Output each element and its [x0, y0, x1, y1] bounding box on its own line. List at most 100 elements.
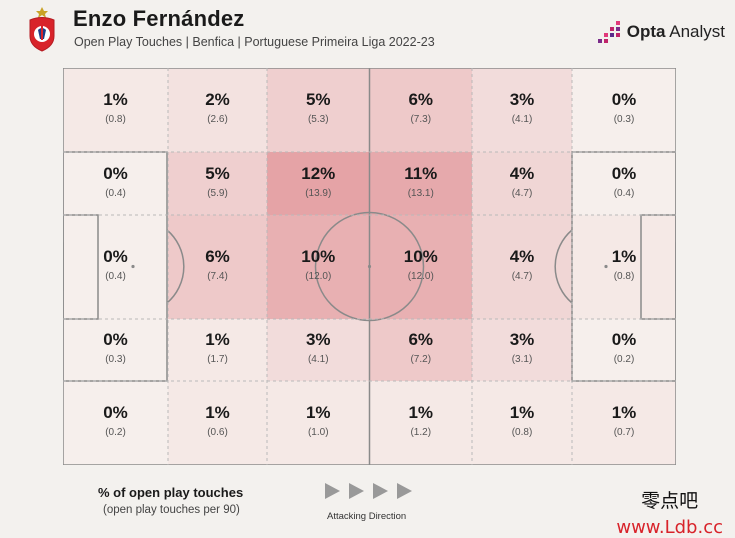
zone-per90: (12.0): [407, 271, 434, 282]
zone-grid: [63, 68, 676, 465]
zone-per90: (0.7): [613, 427, 635, 438]
heat-cell: [168, 152, 267, 215]
zone-percent: 0%: [611, 163, 637, 183]
zone-per90: (7.4): [207, 271, 228, 282]
watermark: 零点吧 www.Ldb.cc: [616, 486, 723, 538]
zone-label: 2% (2.6): [167, 90, 269, 127]
heat-cell: [472, 319, 572, 381]
zone-per90: (0.8): [105, 114, 126, 125]
zone-percent: 6%: [408, 330, 434, 349]
zone-label: 0% (0.3): [573, 90, 675, 127]
zone-per90: (5.9): [207, 187, 228, 199]
zone-label: 4% (4.7): [471, 164, 573, 201]
zone-per90: (0.2): [105, 427, 126, 438]
zone-label: 5% (5.3): [267, 90, 369, 127]
opta-logo-icon: [597, 21, 620, 43]
zone-per90: (7.3): [410, 114, 432, 125]
zone-percent: 1%: [205, 330, 230, 349]
zone-per90: (13.1): [407, 187, 434, 199]
zone-percent: 12%: [301, 163, 336, 183]
zone-label: 10% (12.0): [370, 247, 472, 284]
zone-label: 1% (1.0): [267, 403, 369, 440]
heat-cell: [572, 68, 676, 152]
heat-cell: [369, 381, 472, 465]
heat-cell: [168, 319, 267, 381]
zone-percent: 6%: [205, 247, 230, 266]
zone-label: 4% (4.7): [471, 247, 573, 284]
right-penalty-spot: [604, 264, 608, 269]
zone-percent: 4%: [509, 163, 535, 183]
zone-percent: 0%: [611, 90, 637, 109]
zone-per90: (0.8): [511, 427, 533, 438]
play-arrow-icon: [373, 483, 388, 499]
legend: % of open play touches (open play touche…: [98, 485, 243, 516]
heat-cell: [572, 152, 676, 215]
zone-per90: (0.6): [207, 427, 228, 438]
zone-label: 11% (13.1): [370, 164, 472, 201]
zone-percent: 0%: [103, 330, 128, 349]
zone-per90: (4.1): [511, 114, 533, 125]
zone-percent: 4%: [509, 247, 535, 266]
zone-percent: 0%: [103, 163, 128, 183]
header: Enzo Fernández Open Play Touches | Benfi…: [0, 0, 735, 60]
zone-percent: 1%: [205, 403, 230, 422]
pitch-heatmap: 1% (0.8) 2% (2.6) 5% (5.3) 6% (7.3) 3% (4.1) 0% (0.…: [63, 68, 676, 465]
zone-per90: (1.0): [307, 427, 329, 438]
zone-percent: 1%: [611, 247, 637, 266]
zone-label: 1% (1.2): [370, 403, 472, 440]
brand-text: Opta Analyst: [626, 22, 725, 41]
zone-label: 6% (7.3): [370, 90, 472, 127]
heat-cell: [168, 381, 267, 465]
zone-label: 3% (3.1): [471, 330, 573, 367]
zone-label: 3% (4.1): [471, 90, 573, 127]
zone-per90: (1.2): [410, 427, 432, 438]
zone-label: 1% (0.8): [471, 403, 573, 440]
opta-analyst-logo: Opta Analyst: [596, 18, 725, 46]
zone-label: 12% (13.9): [267, 164, 369, 201]
zone-per90: (0.2): [613, 354, 635, 365]
zone-per90: (3.1): [511, 354, 533, 365]
heat-cell: [369, 68, 472, 152]
zone-per90: (2.6): [207, 114, 228, 125]
heat-cell: [267, 381, 370, 465]
heat-cell: [572, 319, 676, 381]
zone-label: 1% (0.8): [65, 90, 167, 127]
heat-cell: [63, 381, 168, 465]
zone-per90: (4.7): [511, 187, 533, 199]
zone-per90: (0.4): [613, 187, 635, 199]
zone-percent: 1%: [305, 403, 331, 422]
heat-cell: [369, 319, 472, 381]
play-arrow-icon: [397, 483, 412, 499]
zone-per90: (4.1): [307, 354, 329, 365]
zone-label: 5% (5.9): [167, 164, 269, 201]
heat-cell: [267, 152, 370, 215]
zone-label: 10% (12.0): [267, 247, 369, 284]
heat-cell: [369, 152, 472, 215]
zone-label: 1% (0.7): [573, 403, 675, 440]
attacking-direction-label: Attacking Direction: [327, 511, 407, 522]
heat-cell: [63, 68, 168, 152]
zone-label: 1% (1.7): [167, 330, 269, 367]
zone-per90: (0.4): [105, 271, 126, 282]
zone-label: 0% (0.4): [573, 164, 675, 201]
zone-label: 0% (0.3): [65, 330, 167, 367]
zone-per90: (5.3): [307, 114, 329, 125]
right-penalty-arc: [554, 229, 573, 304]
left-penalty-spot: [131, 264, 135, 269]
attacking-direction-arrows: [325, 483, 421, 499]
zone-percent: 10%: [301, 247, 336, 266]
left-penalty-arc: [166, 229, 185, 304]
zone-per90: (0.3): [613, 114, 635, 125]
zone-percent: 2%: [205, 90, 230, 109]
heat-cell: [63, 152, 168, 215]
zone-percent: 3%: [509, 90, 535, 109]
zone-per90: (0.4): [105, 187, 126, 199]
heat-cell: [63, 215, 168, 319]
zone-label: 1% (0.6): [167, 403, 269, 440]
zone-percent: 0%: [611, 330, 637, 349]
zone-percent: 5%: [305, 90, 331, 109]
zone-per90: (0.8): [613, 271, 635, 282]
zone-percent: 0%: [103, 403, 128, 422]
zone-percent: 3%: [305, 330, 331, 349]
zone-per90: (1.7): [207, 354, 228, 365]
